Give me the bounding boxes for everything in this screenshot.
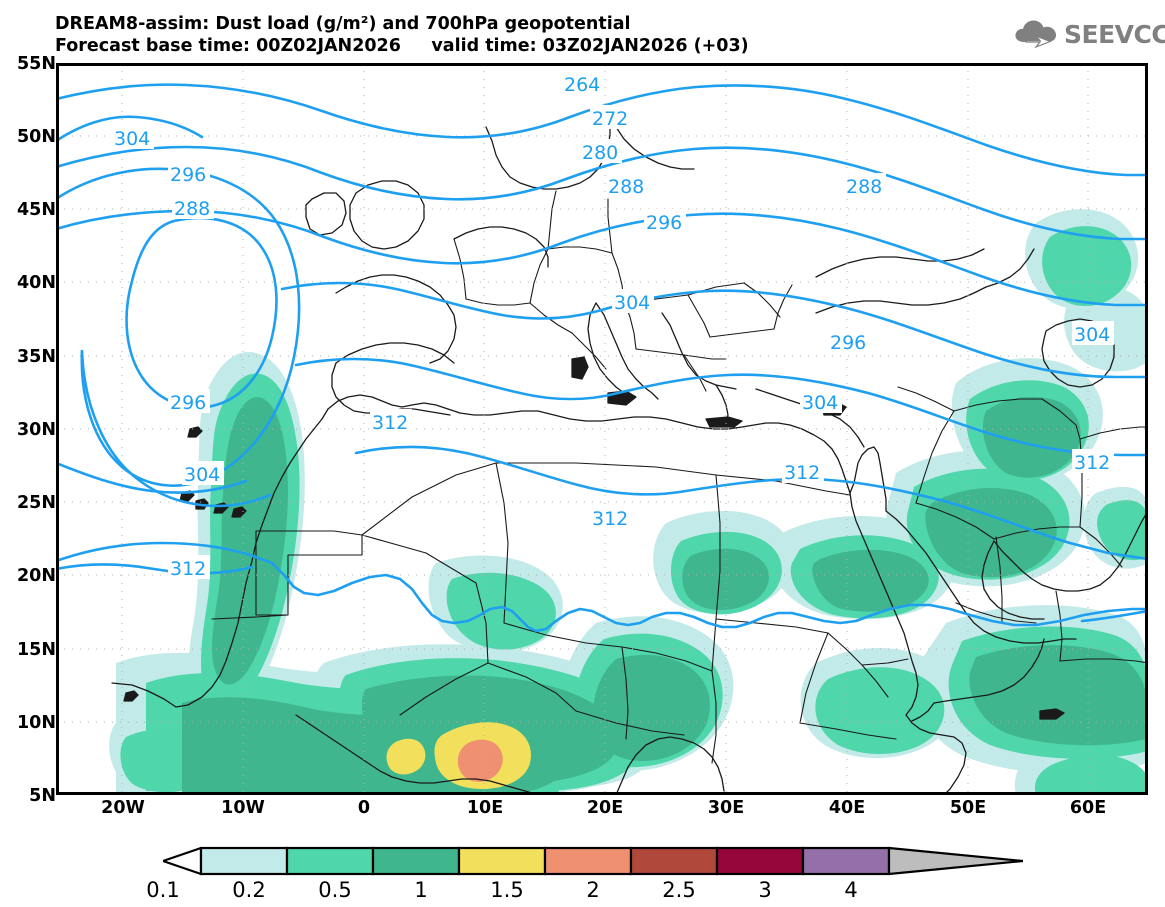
- arrow-shape: [1025, 35, 1052, 49]
- contour-label: 264: [562, 71, 604, 96]
- svg-text:288: 288: [846, 176, 882, 198]
- x-axis-tick: 0: [357, 798, 371, 818]
- colorbar-tick: 2: [586, 878, 600, 902]
- colorbar-bin: [715, 846, 805, 876]
- y-axis-tick: 5N: [29, 786, 56, 806]
- x-axis-tick: 10E: [466, 798, 504, 818]
- svg-text:272: 272: [592, 108, 628, 130]
- plot-frame: [56, 63, 1148, 795]
- colorbar-bin: [543, 846, 633, 876]
- svg-text:312: 312: [1074, 452, 1110, 474]
- cloud-shape: [1015, 20, 1057, 42]
- colorbar-tick: 1: [414, 878, 428, 902]
- x-axis-tick: 40E: [828, 798, 866, 818]
- contour-label: 304: [800, 389, 842, 414]
- y-axis-tick: 55N: [17, 54, 56, 74]
- svg-text:312: 312: [170, 558, 206, 580]
- colorbar-bin: [629, 846, 719, 876]
- colorbar-tick: 0.5: [318, 878, 352, 902]
- y-axis-tick: 30N: [17, 420, 56, 440]
- contour-label: 304: [612, 289, 654, 314]
- colorbar-tick: 4: [844, 878, 858, 902]
- colorbar-tick: 2.5: [662, 878, 696, 902]
- x-axis-tick: 50E: [949, 798, 987, 818]
- colorbar-tick: 0.1: [146, 878, 180, 902]
- colorbar-tick: 0.2: [232, 878, 266, 902]
- contour-label: 312: [168, 555, 210, 580]
- svg-text:296: 296: [646, 212, 682, 234]
- geopotential-contours: [56, 83, 1148, 633]
- x-axis-tick: 10W: [221, 798, 265, 818]
- colorbar-bin: [801, 846, 891, 876]
- contour-label: 312: [782, 459, 824, 484]
- colorbar-swatches: [163, 846, 1023, 876]
- y-axis-tick: 40N: [17, 273, 56, 293]
- dust-fill-1.5: [457, 739, 503, 782]
- logo-text: SEEVCCC: [1064, 20, 1165, 49]
- contour-label: 296: [168, 161, 210, 186]
- colorbar-over-arrow: [887, 846, 1023, 876]
- svg-text:296: 296: [170, 164, 206, 186]
- x-axis-tick: 20E: [586, 798, 624, 818]
- x-axis-tick: 30E: [707, 798, 745, 818]
- contour-label: 312: [370, 409, 412, 434]
- svg-text:296: 296: [170, 392, 206, 414]
- contour-label: 296: [644, 209, 686, 234]
- map-canvas: 304 296 288 296 304 312 264 272 280 288 …: [56, 63, 1148, 795]
- cloud-arrow-icon: [1015, 20, 1057, 49]
- contour-label: 312: [590, 505, 632, 530]
- colorbar-bin: [285, 846, 375, 876]
- contour-label: 288: [606, 173, 648, 198]
- colorbar-tick: 1.5: [490, 878, 524, 902]
- svg-text:312: 312: [372, 412, 408, 434]
- svg-text:304: 304: [184, 464, 220, 486]
- contour-label: 288: [844, 173, 886, 198]
- y-axis-tick: 15N: [17, 640, 56, 660]
- contour-label: 296: [168, 389, 210, 414]
- contour-label: 304: [112, 125, 154, 150]
- colorbar: [163, 846, 1023, 876]
- y-axis-tick: 25N: [17, 493, 56, 513]
- colorbar-bin: [371, 846, 461, 876]
- colorbar-tick: 3: [758, 878, 772, 902]
- svg-text:296: 296: [830, 332, 866, 354]
- map-plot-area: 304 296 288 296 304 312 264 272 280 288 …: [56, 63, 1148, 795]
- y-axis-tick: 10N: [17, 713, 56, 733]
- y-axis-tick: 35N: [17, 347, 56, 367]
- contour-label: 280: [580, 139, 622, 164]
- contour-label: 296: [828, 329, 870, 354]
- colorbar-bin: [457, 846, 547, 876]
- page-title: DREAM8-assim: Dust load (g/m²) and 700hP…: [55, 14, 631, 34]
- colorbar-under-arrow: [163, 846, 203, 876]
- map-geography: [111, 124, 1148, 795]
- svg-text:312: 312: [784, 462, 820, 484]
- svg-text:304: 304: [1074, 324, 1110, 346]
- contour-label: 312: [1072, 449, 1114, 474]
- dust-fill-0.5: [182, 396, 1146, 795]
- contour-labels: 304 296 288 296 304 312 264 272 280 288 …: [112, 71, 1114, 580]
- svg-text:304: 304: [614, 292, 650, 314]
- contour-label: 288: [172, 195, 214, 220]
- x-axis-tick: 60E: [1069, 798, 1107, 818]
- y-axis-tick: 45N: [17, 200, 56, 220]
- contour-label: 272: [590, 105, 632, 130]
- svg-text:288: 288: [174, 198, 210, 220]
- y-axis-tick: 20N: [17, 566, 56, 586]
- svg-text:264: 264: [564, 74, 600, 96]
- contour-label: 304: [182, 461, 224, 486]
- svg-text:304: 304: [802, 392, 838, 414]
- contour-label: 304: [1072, 321, 1114, 346]
- x-axis-tick: 20W: [101, 798, 145, 818]
- forecast-time-subtitle: Forecast base time: 00Z02JAN2026 valid t…: [55, 36, 749, 56]
- svg-text:280: 280: [582, 142, 618, 164]
- svg-text:288: 288: [608, 176, 644, 198]
- seevccc-logo: SEEVCCC: [1012, 16, 1165, 56]
- svg-text:312: 312: [592, 508, 628, 530]
- y-axis-tick: 50N: [17, 127, 56, 147]
- svg-text:304: 304: [114, 128, 150, 150]
- colorbar-bin: [199, 846, 289, 876]
